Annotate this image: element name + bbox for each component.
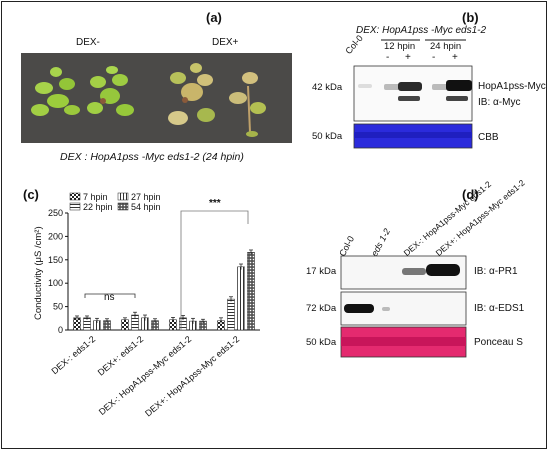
sig-stars: *** [209, 198, 221, 209]
sig-ns: ns [104, 292, 115, 303]
mw-72kda: 72 kDa [306, 303, 337, 314]
sign-4: + [452, 52, 458, 63]
mw-17kda: 17 kDa [306, 266, 337, 277]
panel-b-title: DEX: HopA1pss -Myc eds1-2 [356, 25, 487, 36]
panel-c-label: (c) [23, 187, 39, 202]
ponceau-label: Ponceau S [474, 337, 523, 348]
mw-50kda: 50 kDa [312, 131, 343, 142]
panel-a-caption: DEX : HopA1pss -Myc eds1-2 (24 hpin) [60, 151, 244, 163]
panel-d-label: (d) [462, 187, 479, 202]
sign-3: - [432, 52, 436, 63]
ib-eds1-label: IB: α-EDS1 [474, 303, 525, 314]
ib-pr1-label: IB: α-PR1 [474, 266, 518, 277]
lane-12hpin: 12 hpin [384, 41, 416, 52]
sign-1: - [386, 52, 390, 63]
dex-plus-label: DEX+ [212, 37, 239, 48]
sign-2: + [405, 52, 411, 63]
y-axis-label: Conductivity (μS /cm²) [33, 226, 44, 320]
cbb-label: CBB [478, 132, 499, 143]
band-label: HopA1pss-Myc [478, 81, 546, 92]
mw-42kda: 42 kDa [312, 82, 343, 93]
lane-24hpin: 24 hpin [430, 41, 462, 52]
panel-b-label: (b) [462, 10, 479, 25]
panel-a-label: (a) [206, 10, 222, 25]
ib-myc-label: IB: α-Myc [478, 97, 521, 108]
mw-50kda-d: 50 kDa [306, 337, 337, 348]
dex-minus-label: DEX- [76, 37, 100, 48]
